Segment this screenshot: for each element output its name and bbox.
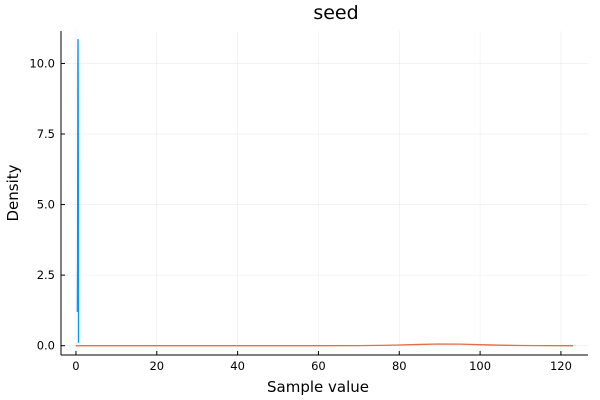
y-tick-label: 0.0 — [37, 339, 55, 353]
series-line-1 — [75, 343, 574, 347]
x-tick-label: 60 — [311, 359, 326, 373]
y-axis-label: Density — [4, 164, 22, 221]
x-tick-label: 40 — [230, 359, 245, 373]
x-tick-label: 100 — [469, 359, 491, 373]
y-tick-label: 10.0 — [29, 56, 55, 70]
axes — [60, 31, 588, 356]
ticks: 0 20 40 60 80 100 120 0.0 2.5 5.0 7.5 10.0 — [29, 56, 572, 373]
x-tick-label: 20 — [149, 359, 164, 373]
x-tick-label: 80 — [392, 359, 407, 373]
x-tick-label: 120 — [550, 359, 572, 373]
y-tick-label: 7.5 — [37, 127, 55, 141]
x-tick-label: 0 — [72, 359, 79, 373]
chart-title: seed — [313, 2, 358, 24]
y-tick-label: 5.0 — [37, 198, 55, 212]
grid — [61, 31, 588, 355]
series-layer — [75, 38, 574, 347]
y-tick-label: 2.5 — [37, 268, 55, 282]
x-axis-label: Sample value — [267, 378, 369, 396]
series-line-0 — [76, 38, 80, 343]
